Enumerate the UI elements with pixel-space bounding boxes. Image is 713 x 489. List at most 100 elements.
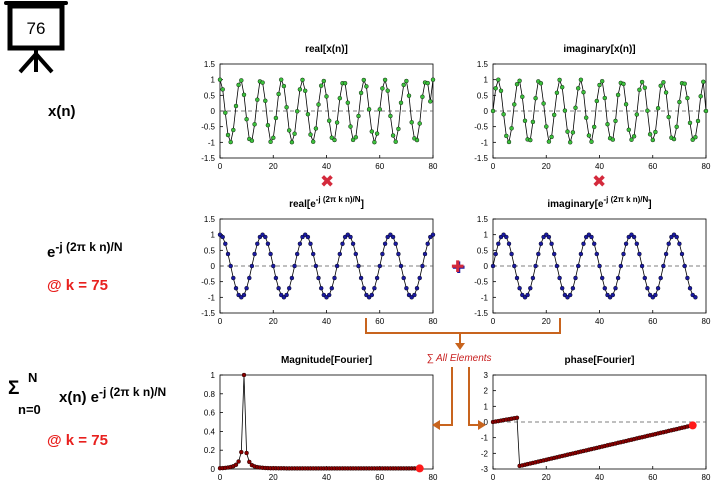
data-point <box>509 126 514 131</box>
kernel-exponent: -j (2π k n)/N <box>55 240 123 254</box>
data-point <box>674 234 679 240</box>
data-point <box>249 138 255 143</box>
data-point <box>690 137 695 142</box>
x-tick-label: 80 <box>429 317 438 326</box>
data-point <box>332 137 337 143</box>
sum-all-label: ∑ All Elements <box>426 353 491 364</box>
data-point <box>255 241 260 247</box>
data-point <box>297 241 303 247</box>
data-point <box>276 286 281 291</box>
data-point <box>629 137 634 142</box>
data-point <box>530 119 536 125</box>
data-point <box>703 108 709 114</box>
data-point <box>348 124 353 129</box>
data-point <box>377 107 382 112</box>
x-tick-label: 80 <box>702 162 711 171</box>
sum-exponent: -j (2π k n)/N <box>99 385 167 399</box>
multiply-icon: ✖ <box>320 172 335 191</box>
data-point <box>682 263 687 269</box>
y-tick-label: 0.4 <box>204 427 216 436</box>
data-point <box>642 85 647 90</box>
data-point <box>308 132 313 137</box>
data-point <box>348 234 353 240</box>
data-point <box>228 139 233 145</box>
data-point <box>650 137 655 143</box>
x-tick-label: 40 <box>595 473 604 482</box>
data-point <box>324 94 329 99</box>
data-point <box>366 107 372 112</box>
data-point <box>404 286 409 291</box>
y-tick-label: -3 <box>481 465 489 474</box>
data-point <box>241 92 247 98</box>
x-tick-label: 60 <box>375 317 384 326</box>
data-point <box>584 115 589 120</box>
data-point <box>396 126 401 132</box>
data-point <box>578 77 584 83</box>
chart-title: imaginary[x(n)] <box>563 44 635 55</box>
sum-upper-limit: N <box>28 370 38 385</box>
data-point <box>623 102 629 107</box>
data-point <box>273 275 279 281</box>
data-point <box>292 263 297 269</box>
x-tick-label: 0 <box>218 317 223 326</box>
data-point <box>631 234 637 240</box>
data-point <box>677 241 682 247</box>
data-point <box>342 80 348 86</box>
data-point <box>409 120 414 125</box>
data-point <box>380 251 385 257</box>
data-point <box>496 77 501 82</box>
data-point <box>634 241 639 247</box>
data-point <box>236 459 241 464</box>
data-point <box>255 97 260 102</box>
data-point <box>233 462 239 467</box>
data-point <box>385 88 390 93</box>
y-tick-label: -1 <box>481 293 489 302</box>
data-point <box>233 103 239 109</box>
data-point <box>562 108 568 113</box>
sum-body-text: x(n) e <box>59 389 100 406</box>
data-point <box>276 91 281 97</box>
chart-title: phase[Fourier] <box>564 355 634 366</box>
data-point <box>666 241 671 247</box>
data-point <box>284 105 289 110</box>
data-point <box>356 113 361 119</box>
data-point <box>645 286 650 291</box>
data-point <box>655 286 661 291</box>
data-point <box>615 275 621 281</box>
data-point <box>613 118 618 124</box>
y-tick-label: 1.5 <box>204 60 216 69</box>
data-point <box>578 251 584 257</box>
data-point <box>546 139 552 144</box>
data-point <box>369 292 374 298</box>
data-point <box>396 251 401 257</box>
x-tick-label: 80 <box>702 317 711 326</box>
x-tick-label: 60 <box>648 162 657 171</box>
data-point <box>223 241 228 247</box>
data-point <box>658 83 663 89</box>
data-point <box>610 292 615 298</box>
data-point <box>398 263 404 269</box>
data-point <box>568 292 573 298</box>
y-tick-label: 0.5 <box>204 91 216 100</box>
data-point <box>613 286 618 291</box>
data-point <box>263 98 268 104</box>
data-point <box>541 101 546 106</box>
y-tick-label: 1 <box>211 76 216 85</box>
x-tick-label: 40 <box>322 162 331 171</box>
chart-title: real[x(n)] <box>305 44 348 55</box>
data-point <box>390 234 396 240</box>
data-point <box>319 83 324 88</box>
data-point <box>273 115 279 121</box>
y-tick-label: -0.5 <box>201 123 215 132</box>
y-tick-label: -0.5 <box>474 278 488 287</box>
data-point <box>300 77 305 83</box>
data-point <box>573 275 578 281</box>
data-point <box>504 133 509 139</box>
y-tick-label: -1.5 <box>201 154 215 163</box>
data-point <box>271 135 276 141</box>
y-tick-label: 0 <box>484 262 489 271</box>
data-point <box>279 77 284 82</box>
data-point <box>594 251 599 257</box>
y-tick-label: 1 <box>484 231 489 240</box>
